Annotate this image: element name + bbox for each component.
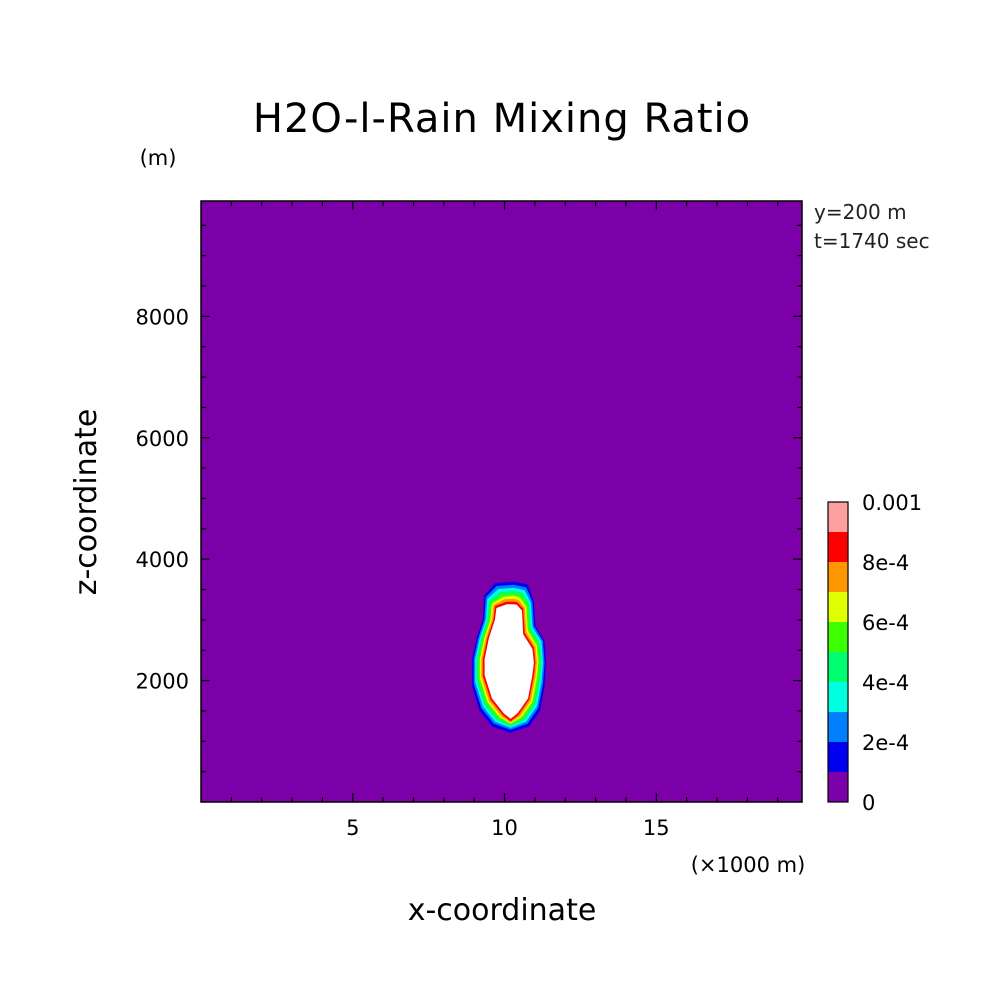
x-tick-label: 10 <box>491 816 518 840</box>
y-tick-label: 6000 <box>136 427 189 451</box>
x-tick-label: 5 <box>346 816 359 840</box>
axes: 5 10 15 2000 4000 6000 8000 <box>136 200 803 840</box>
colorbar-swatch <box>828 592 848 622</box>
y-unit-label: (m) <box>140 146 177 170</box>
colorbar-label: 0 <box>862 791 875 815</box>
colorbar-swatch <box>828 652 848 682</box>
chart-title: H2O-l-Rain Mixing Ratio <box>253 96 751 142</box>
colorbar-frame <box>827 501 849 803</box>
plot-frame <box>200 200 803 803</box>
colorbar-swatch <box>828 742 848 772</box>
colorbar-label: 8e-4 <box>862 551 909 575</box>
y-axis-title: z-coordinate <box>69 409 104 596</box>
colorbar-swatch <box>828 712 848 742</box>
time-annotation: t=1740 sec <box>814 229 930 253</box>
x-axis-title: x-coordinate <box>408 893 597 928</box>
colorbar-swatch <box>828 682 848 712</box>
colorbar-label: 6e-4 <box>862 611 909 635</box>
colorbar-label: 0.001 <box>862 491 922 515</box>
x-tick-label: 15 <box>643 816 670 840</box>
y-position-annotation: y=200 m <box>814 200 907 224</box>
y-tick-label: 8000 <box>136 305 189 329</box>
colorbar-swatch <box>828 562 848 592</box>
colorbar-label: 2e-4 <box>862 731 909 755</box>
y-tick-label: 2000 <box>136 670 189 694</box>
x-unit-label: (×1000 m) <box>691 853 806 877</box>
y-tick-label: 4000 <box>136 548 189 572</box>
colorbar-swatch <box>828 772 848 802</box>
colorbar-swatch <box>828 502 848 532</box>
contour-band-8 <box>484 604 534 719</box>
colorbar-swatch <box>828 532 848 562</box>
colorbar: 0 2e-4 4e-4 6e-4 8e-4 0.001 <box>827 491 922 815</box>
plot-area <box>201 201 802 802</box>
colorbar-swatch <box>828 622 848 652</box>
colorbar-label: 4e-4 <box>862 671 909 695</box>
